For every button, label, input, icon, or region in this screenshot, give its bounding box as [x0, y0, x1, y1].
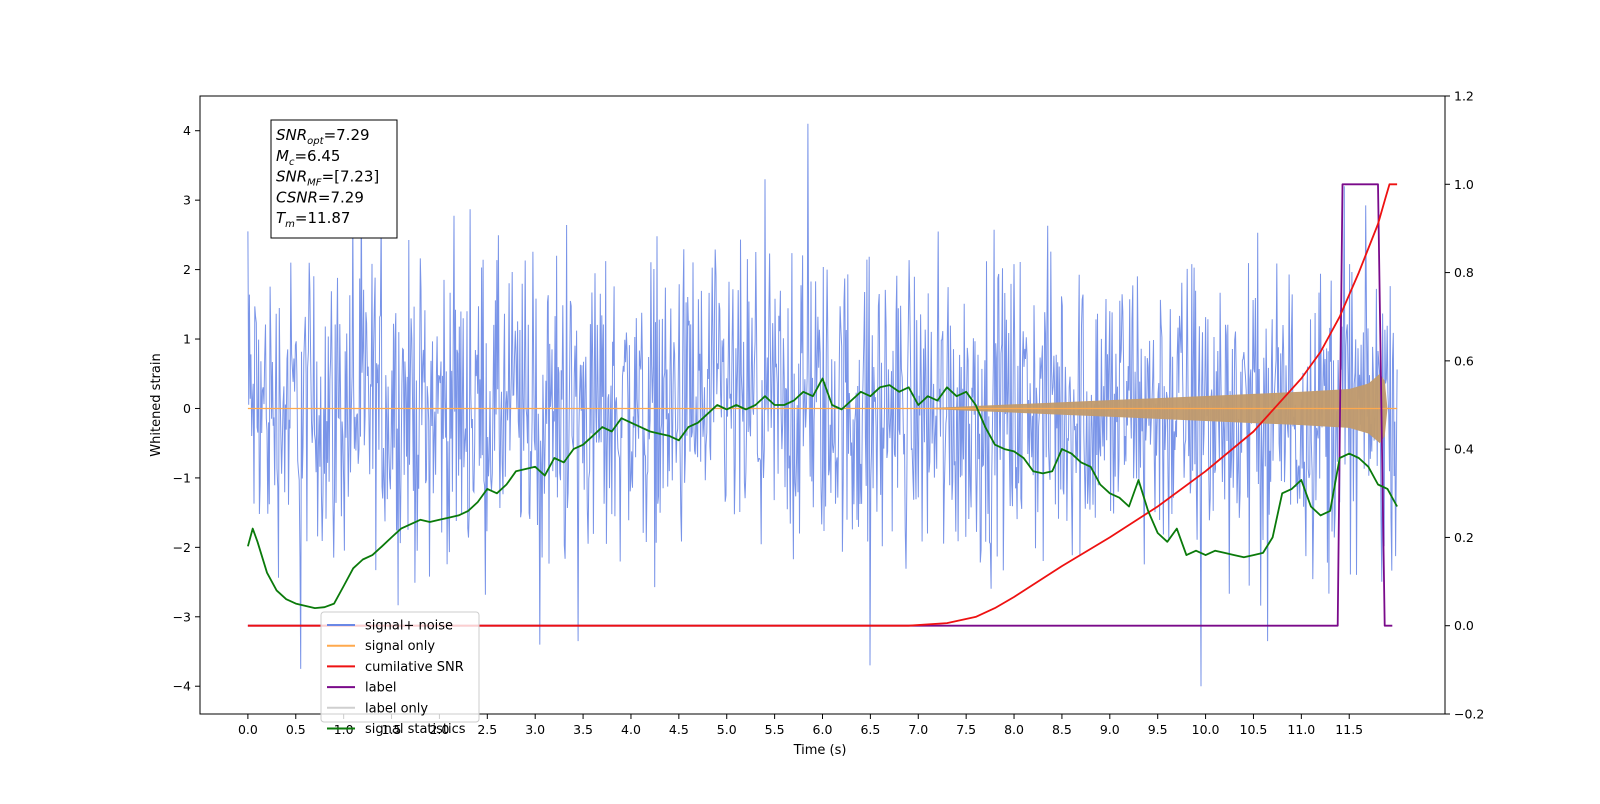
x-tick-label: 7.5 — [956, 722, 976, 737]
x-tick-label: 6.5 — [860, 722, 880, 737]
y-right-tick-label: 0.2 — [1454, 530, 1474, 545]
plot-area — [247, 123, 1398, 687]
x-tick-label: 9.5 — [1148, 722, 1168, 737]
legend-label: cumilative SNR — [365, 660, 464, 675]
y-axis-left: −4 −3 −2 −1 0 1 2 3 4 — [173, 123, 200, 694]
annotation-line: Tm=11.87 — [276, 209, 350, 230]
x-tick-label: 10.5 — [1240, 722, 1268, 737]
x-tick-label: 8.5 — [1052, 722, 1072, 737]
x-tick-label: 0.0 — [238, 722, 258, 737]
x-tick-label: 6.0 — [813, 722, 833, 737]
y-right-tick-label: 0.4 — [1454, 442, 1474, 457]
y-left-tick-label: 2 — [183, 262, 191, 277]
series-signal-statistics-line — [247, 377, 1398, 609]
x-tick-label: 3.5 — [573, 722, 593, 737]
series-cumulative-snr-line — [247, 183, 1398, 627]
x-tick-label: 9.0 — [1100, 722, 1120, 737]
x-tick-label: 11.0 — [1287, 722, 1315, 737]
x-tick-label: 3.0 — [525, 722, 545, 737]
legend-label: signal+ noise — [365, 619, 453, 634]
annotation-line: Mc=6.45 — [276, 147, 340, 168]
y-right-tick-label: 1.2 — [1454, 89, 1474, 104]
series-signal-noise-line — [247, 123, 1398, 687]
x-tick-label: 8.0 — [1004, 722, 1024, 737]
annotation-line: SNRMF=[7.23] — [276, 168, 379, 189]
x-tick-label: 2.0 — [429, 722, 449, 737]
x-tick-label: 7.0 — [908, 722, 928, 737]
y-left-tick-label: −2 — [173, 540, 191, 555]
y-left-tick-label: −3 — [173, 609, 191, 624]
annotation-line: SNRopt=7.29 — [276, 126, 370, 147]
y-axis-label: Whitened strain — [149, 353, 164, 456]
y-left-tick-label: −4 — [173, 679, 191, 694]
y-left-tick-label: 0 — [183, 401, 191, 416]
x-axis: 0.00.51.01.52.02.53.03.54.04.55.05.56.06… — [238, 714, 1363, 737]
y-right-tick-label: 0.6 — [1454, 353, 1474, 368]
x-tick-label: 1.5 — [382, 722, 402, 737]
x-tick-label: 4.5 — [669, 722, 689, 737]
legend-label: signal only — [365, 639, 435, 654]
y-left-tick-label: 3 — [183, 193, 191, 208]
y-right-tick-label: 0.0 — [1454, 618, 1474, 633]
x-tick-label: 10.0 — [1192, 722, 1220, 737]
y-left-tick-label: 4 — [183, 123, 191, 138]
y-right-tick-label: 0.8 — [1454, 265, 1474, 280]
x-tick-label: 5.5 — [765, 722, 785, 737]
legend-label: signal statistics — [365, 722, 466, 737]
x-tick-label: 4.0 — [621, 722, 641, 737]
series-label-line — [247, 183, 1393, 627]
legend-label: label — [365, 681, 396, 696]
x-axis-label: Time (s) — [793, 743, 847, 758]
x-tick-label: 0.5 — [286, 722, 306, 737]
legend-label: label only — [365, 701, 428, 716]
x-tick-label: 2.5 — [477, 722, 497, 737]
legend-frame — [320, 611, 480, 723]
y-right-tick-label: −0.2 — [1454, 707, 1484, 722]
y-left-tick-label: −1 — [173, 470, 191, 485]
y-right-tick-label: 1.0 — [1454, 177, 1474, 192]
y-axis-right: −0.2 0.0 0.2 0.4 0.6 0.8 1.0 1.2 — [1445, 89, 1484, 722]
legend: signal+ noise signal only cumilative SNR la… — [320, 611, 480, 737]
x-tick-label: 5.0 — [717, 722, 737, 737]
annotation-frame — [270, 119, 398, 239]
annotation-line: CSNR=7.29 — [276, 188, 364, 206]
y-left-tick-label: 1 — [183, 332, 191, 347]
x-tick-label: 11.5 — [1335, 722, 1363, 737]
